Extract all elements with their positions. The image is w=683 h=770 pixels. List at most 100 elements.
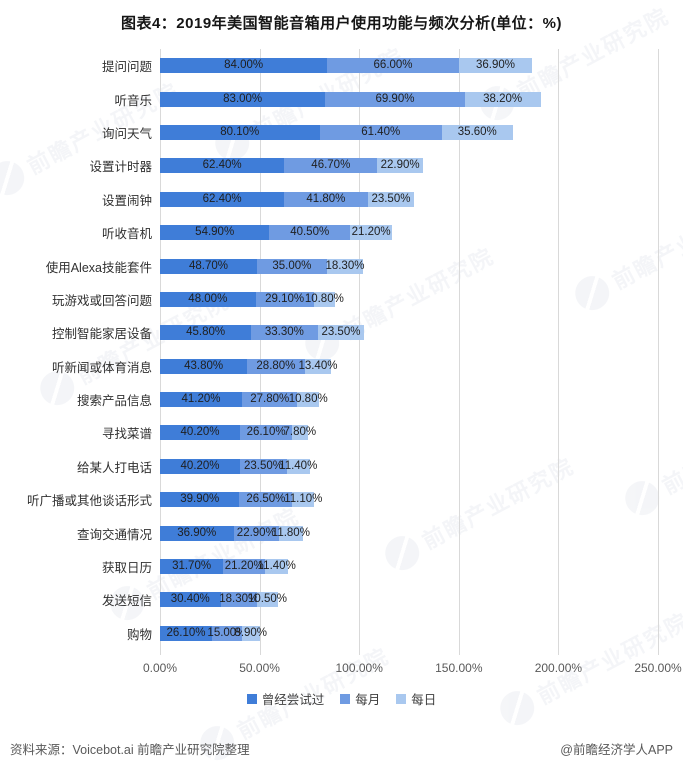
category-label: 听收音机: [101, 227, 152, 242]
category-label: 购物: [126, 627, 152, 642]
category-label: 控制智能家居设备: [51, 327, 152, 342]
legend-label: 曾经尝试过: [261, 693, 325, 708]
value-label: 26.50%: [246, 493, 286, 506]
chart-title: 图表4：2019年美国智能音箱用户使用功能与频次分析(单位：%): [120, 15, 563, 32]
bar-segment: 11.10%: [284, 492, 322, 508]
bar-stack: 26.10% 15.00% 8.90%: [160, 625, 658, 641]
value-label: 35.60%: [457, 125, 497, 138]
category-label: 给某人打电话: [76, 460, 152, 475]
value-label: 23.50%: [321, 326, 361, 339]
value-label: 18.30%: [325, 259, 365, 272]
bar-row: 获取日历 31.70% 21.20% 11.40%: [0, 550, 683, 583]
bar-segment: 21.20%: [223, 559, 266, 575]
value-label: 31.70%: [172, 560, 212, 573]
category-label: 搜索产品信息: [76, 394, 152, 409]
value-label: 62.40%: [202, 192, 242, 205]
bar-segment: 11.80%: [272, 525, 310, 541]
value-label: 43.80%: [184, 359, 224, 372]
category-label: 寻找菜谱: [101, 427, 152, 442]
bar-segment: 80.10%: [160, 124, 320, 140]
bar-segment: 10.50%: [248, 592, 287, 608]
bar-segment: 30.40%: [160, 592, 221, 608]
value-label: 40.20%: [180, 426, 220, 439]
legend-label: 每日: [411, 693, 437, 708]
bar-segment: 10.80%: [305, 291, 344, 307]
value-label: 46.70%: [311, 159, 351, 172]
bar-segment: 11.40%: [258, 559, 296, 575]
value-label: 22.90%: [380, 159, 420, 172]
value-label: 23.50%: [371, 192, 411, 205]
category-label: 听广播或其他谈话形式: [26, 494, 152, 509]
bar-rows: 提问问题 84.00% 66.00% 36.90% 听音乐 83.00% 69.90% 38.…: [0, 49, 683, 650]
value-label: 30.40%: [170, 593, 210, 606]
gridline: [259, 49, 261, 656]
legend-item: 曾经尝试过: [246, 689, 325, 708]
bar-segment: 83.00%: [160, 91, 326, 107]
category-label: 听新闻或体育消息: [51, 360, 152, 375]
bar-row: 寻找菜谱 40.20% 26.10% 7.80%: [0, 416, 683, 449]
value-label: 61.40%: [361, 125, 401, 138]
bar-segment: 48.70%: [160, 258, 257, 274]
legend-item: 每月: [340, 689, 380, 708]
bar-segment: 46.70%: [284, 158, 378, 174]
value-label: 22.90%: [236, 526, 276, 539]
value-label: 18.30%: [219, 593, 259, 606]
value-label: 35.00%: [272, 259, 312, 272]
bar-segment: 31.70%: [160, 559, 224, 575]
bar-row: 听音乐 83.00% 69.90% 38.20%: [0, 82, 683, 115]
bar-row: 搜索产品信息 41.20% 27.80% 10.80%: [0, 383, 683, 416]
bar-segment: 13.40%: [298, 358, 337, 374]
bar-segment: 18.30%: [325, 258, 365, 274]
bar-stack: 54.90% 40.50% 21.20%: [160, 225, 658, 241]
bar-stack: 36.90% 22.90% 11.80%: [160, 525, 658, 541]
gridlines: [160, 49, 659, 656]
bar-segment: 84.00%: [160, 58, 328, 74]
legend-marker: [396, 693, 407, 704]
value-label: 10.50%: [247, 593, 287, 606]
bar-segment: 29.10%: [255, 291, 314, 307]
bar-stack: 43.80% 28.80% 13.40%: [160, 358, 658, 374]
bar-segment: 18.30%: [219, 592, 259, 608]
category-label: 设置计时器: [89, 160, 152, 175]
value-label: 80.10%: [220, 125, 260, 138]
x-tick-label: 0.00%: [142, 661, 178, 676]
value-label: 41.80%: [306, 192, 346, 205]
bar-segment: 36.90%: [160, 525, 234, 541]
legend-label: 每月: [355, 693, 381, 708]
bar-segment: 61.40%: [319, 124, 442, 140]
bar-stack: 62.40% 46.70% 22.90%: [160, 158, 658, 174]
legend-item: 每日: [396, 689, 436, 708]
bar-segment: 62.40%: [160, 158, 285, 174]
bar-row: 使用Alexa技能套件 48.70% 35.00% 18.30%: [0, 249, 683, 282]
gridline: [658, 49, 659, 656]
source-note: 资料来源：Voicebot.ai 前瞻产业研究院整理: [10, 743, 250, 757]
bar-segment: 26.10%: [240, 425, 293, 441]
footer: 资料来源：Voicebot.ai 前瞻产业研究院整理 @前瞻经济学人APP: [10, 739, 673, 758]
value-label: 41.20%: [181, 393, 221, 406]
x-tick-label: 150.00%: [435, 661, 483, 676]
bar-segment: 28.80%: [247, 358, 305, 374]
bar-row: 询问天气 80.10% 61.40% 35.60%: [0, 116, 683, 149]
value-label: 10.80%: [288, 393, 328, 406]
x-tick-label: 250.00%: [634, 661, 682, 676]
value-label: 84.00%: [224, 59, 264, 72]
value-label: 54.90%: [195, 226, 235, 239]
bar-segment: 54.90%: [160, 225, 270, 241]
bar-segment: 21.20%: [350, 225, 393, 241]
bar-row: 给某人打电话 40.20% 23.50% 11.40%: [0, 450, 683, 483]
value-label: 40.20%: [180, 459, 220, 472]
bar-row: 设置计时器 62.40% 46.70% 22.90%: [0, 149, 683, 182]
value-label: 8.90%: [234, 626, 268, 639]
category-label: 获取日历: [101, 561, 152, 576]
bar-segment: 23.50%: [240, 458, 287, 474]
legend-marker: [246, 693, 257, 704]
bar-stack: 39.90% 26.50% 11.10%: [160, 492, 658, 508]
bar-segment: 10.80%: [289, 392, 328, 408]
bar-stack: 45.80% 33.30% 23.50%: [160, 325, 658, 341]
value-label: 7.80%: [283, 426, 317, 439]
x-axis: 0.00% 50.00% 100.00% 150.00% 200.00% 250.00%: [143, 659, 682, 679]
value-label: 27.80%: [250, 393, 290, 406]
legend-marker: [340, 693, 351, 704]
bar-segment: 15.00%: [207, 625, 246, 641]
bar-stack: 83.00% 69.90% 38.20%: [160, 91, 658, 107]
